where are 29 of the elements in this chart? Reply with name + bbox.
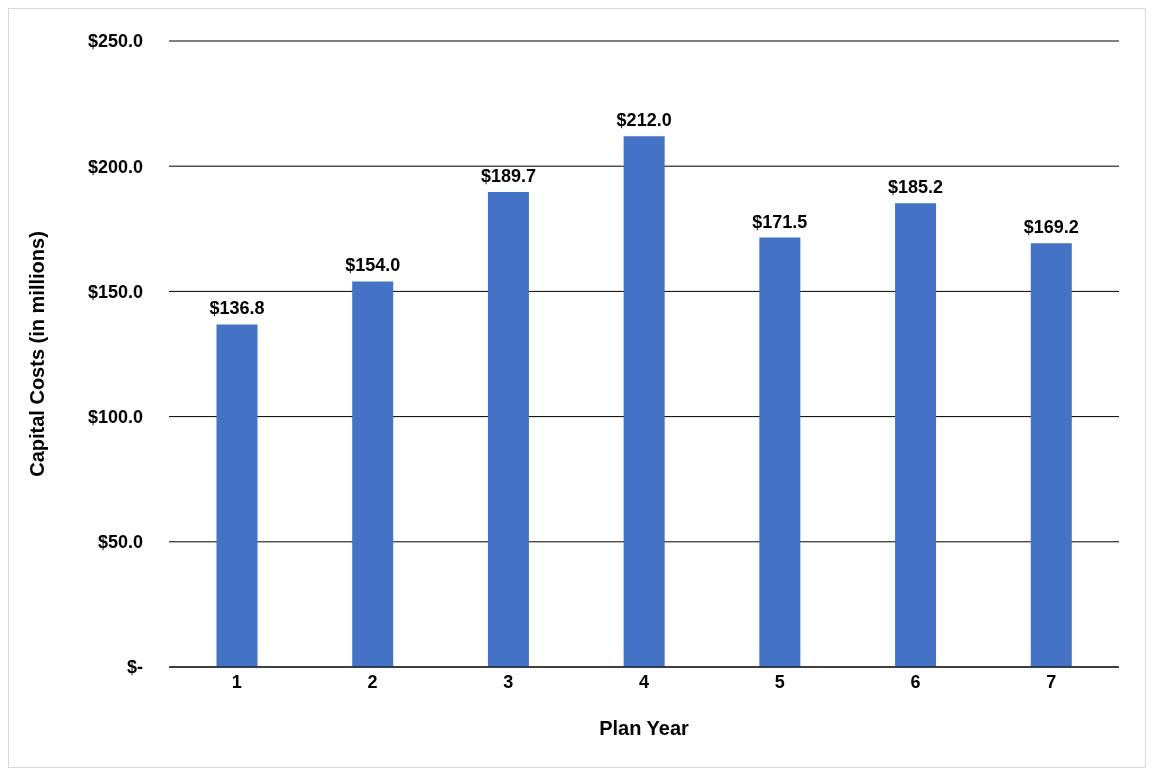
bar: [895, 203, 937, 667]
y-axis-title: Capital Costs (in millions): [26, 231, 49, 477]
x-tick-label: 3: [503, 671, 514, 692]
x-axis-title: Plan Year: [599, 717, 690, 739]
bar: [216, 324, 258, 667]
bar: [759, 237, 801, 667]
x-tick-label: 1: [231, 671, 242, 692]
data-label: $189.7: [480, 165, 536, 186]
bar: [623, 136, 665, 667]
data-label: $154.0: [345, 255, 401, 276]
bar: [352, 281, 394, 667]
x-tick-label: 5: [774, 671, 785, 692]
y-tick-label: $150.0: [87, 281, 143, 302]
y-tick-label: $50.0: [97, 532, 143, 553]
data-label: $171.5: [752, 211, 808, 232]
y-tick-label: $250.0: [87, 31, 143, 52]
x-tick-label: 4: [638, 671, 650, 692]
bar: [1030, 243, 1072, 667]
x-tick-label: 2: [367, 671, 378, 692]
y-tick-label: $-: [126, 657, 143, 678]
x-tick-label: 6: [910, 671, 921, 692]
data-label: $136.8: [209, 298, 265, 319]
x-tick-label: 7: [1046, 671, 1057, 692]
bar: [487, 191, 529, 667]
y-tick-label: $200.0: [87, 156, 143, 177]
data-label: $185.2: [888, 177, 944, 198]
data-label: $169.2: [1023, 217, 1079, 238]
data-label: $212.0: [616, 110, 672, 131]
y-tick-label: $100.0: [87, 406, 143, 427]
